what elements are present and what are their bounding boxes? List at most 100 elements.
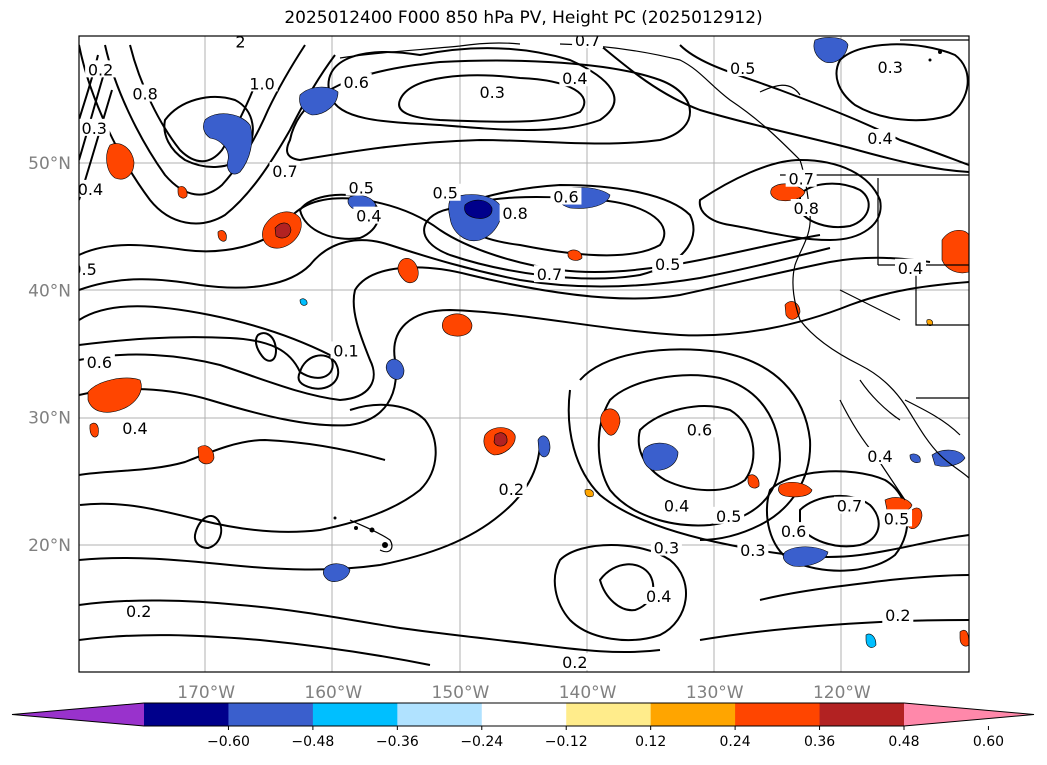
contour-label-bg [269, 162, 301, 180]
contour-label: 0.8 [502, 204, 527, 223]
longitude-labels: 170°W 160°W 150°W 140°W 130°W 120°W [177, 683, 871, 703]
contour-label: 0.6 [781, 522, 806, 541]
lat-label: 40°N [28, 281, 71, 301]
colorbar-segment [397, 703, 483, 726]
contour-label-bg [650, 538, 682, 556]
contour-label-bg [833, 496, 865, 514]
map-title: 2025012400 F000 850 hPa PV, Height PC (2… [284, 8, 763, 28]
contour-label-bg [559, 653, 591, 671]
contour-label-bg [233, 36, 247, 50]
contour-label: 0.2 [562, 653, 587, 672]
contour-label: 0.4 [562, 69, 587, 88]
contour-label: 0.1 [333, 341, 358, 360]
colorbar-segment [481, 703, 567, 726]
contour-label-bg [246, 74, 278, 92]
height-contours [79, 43, 969, 666]
colorbar-tick-label: −0.24 [460, 734, 503, 750]
contour-label-bg [79, 118, 110, 136]
contour-label-bg [429, 183, 461, 201]
contour-label: 0.2 [499, 480, 524, 499]
colorbar-tick-label: 0.48 [888, 734, 919, 750]
lat-label: 20°N [28, 536, 71, 556]
contour-label: 0.5 [884, 509, 909, 528]
contour-label-bg [874, 57, 906, 75]
contour-label: 2 [235, 32, 245, 51]
contour-label: 0.4 [78, 180, 103, 199]
contour-label-bg [119, 419, 151, 437]
contour-label: 0.6 [553, 188, 578, 207]
colorbar-segment [650, 703, 736, 726]
colorbar-outline [11, 702, 1035, 727]
contour-label: 0.7 [788, 170, 813, 189]
contour-label: 0.5 [349, 179, 374, 198]
contour-label: 0.5 [432, 184, 457, 203]
lon-label: 160°W [304, 683, 362, 703]
colorbar-tick-label: −0.12 [545, 734, 588, 750]
contour-label: 0.4 [122, 419, 147, 438]
colorbar-tick-label: 0.60 [973, 734, 1004, 750]
colorbar-tick-label: −0.48 [291, 734, 334, 750]
contour-label: 0.7 [575, 31, 600, 50]
colorbar-segment [312, 703, 398, 726]
contour-label: 0.5 [730, 59, 755, 78]
contour-label: 0.5 [655, 255, 680, 274]
contour-label-bg [533, 265, 565, 283]
colorbar-segment [819, 703, 905, 726]
contour-label: 0.6 [343, 73, 368, 92]
lon-label: 170°W [177, 683, 235, 703]
contour-label: 0.2 [126, 602, 151, 621]
colorbar-extend-low [12, 703, 144, 726]
contour-label: 0.3 [654, 539, 679, 558]
colorbar-segment [144, 703, 229, 726]
contour-label-bg [495, 480, 527, 498]
colorbar-segment [228, 703, 314, 726]
contour-label: 1.0 [249, 74, 274, 93]
colorbar-segment [566, 703, 652, 726]
contour-label: 0.3 [82, 119, 107, 138]
contour-label-bg [572, 36, 604, 49]
contour-label: 0.2 [885, 606, 910, 625]
contour-label: 0.5 [716, 507, 741, 526]
contour-label-bg [864, 447, 896, 465]
lon-label: 120°W [813, 683, 871, 703]
contour-label-bg [895, 258, 927, 276]
pv-positive-anomalies [87, 143, 969, 647]
contour-label: 0.3 [877, 58, 902, 77]
contour-label-bg [778, 522, 810, 540]
contour-label-bg [785, 169, 817, 187]
contour-label-bg [790, 198, 822, 216]
colorbar-tick-label: −0.36 [376, 734, 419, 750]
contour-label-bg [864, 129, 896, 147]
contour-label-bg [499, 204, 531, 222]
contour-label-bg [559, 69, 591, 87]
lon-label: 140°W [559, 683, 617, 703]
contour-label-bg [550, 187, 582, 205]
contour-label: 0.6 [87, 353, 112, 372]
contour-label-bg [345, 178, 377, 196]
colorbar-tick-label: 0.12 [635, 734, 666, 750]
contour-label-bg [79, 260, 100, 278]
colorbar-tick-label: −0.60 [207, 734, 250, 750]
contour-label-bg [353, 206, 385, 224]
contour-label: 0.4 [898, 259, 923, 278]
contour-label-bg [881, 509, 913, 527]
contour-label-bg [83, 352, 115, 370]
contour-label: 0.4 [867, 129, 892, 148]
islands [333, 50, 942, 548]
contour-label-bg [123, 602, 155, 620]
coastlines [339, 39, 969, 553]
contour-label-bg [79, 179, 106, 197]
lon-label: 150°W [432, 683, 490, 703]
contour-label: 0.6 [687, 420, 712, 439]
colorbar: −0.60 −0.48 −0.36 −0.24 −0.12 0.12 0.24 0.36 0.4… [11, 702, 1035, 750]
contour-label: 0.4 [664, 497, 689, 516]
contour-label-bg [882, 606, 914, 624]
contour-label-bg [643, 586, 675, 604]
colorbar-extend-high [904, 703, 1034, 726]
contour-label: 0.7 [837, 497, 862, 516]
contour-label: 0.4 [646, 587, 671, 606]
contour-label-bg [652, 254, 684, 272]
contour-label-bg [727, 59, 759, 77]
plot-frame [78, 35, 970, 673]
contour-label-bg [683, 420, 715, 438]
